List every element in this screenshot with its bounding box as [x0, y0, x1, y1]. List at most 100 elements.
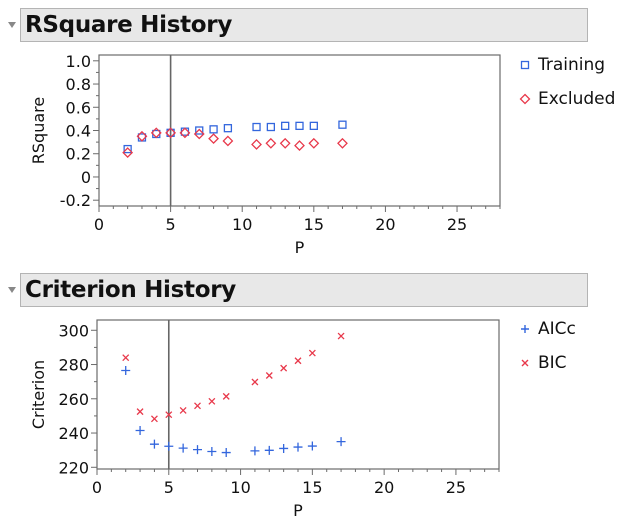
- data-point[interactable]: [279, 137, 291, 149]
- x-tick-label: 0: [94, 215, 104, 234]
- rsquare-history-title[interactable]: RSquare History: [20, 8, 588, 42]
- y-tick-label: 0.4: [66, 122, 91, 141]
- y-tick-label: 0.8: [66, 75, 91, 94]
- data-point[interactable]: [279, 443, 289, 453]
- data-point[interactable]: [223, 124, 233, 133]
- data-point[interactable]: [252, 122, 261, 132]
- x-tick-label: 0: [92, 478, 102, 497]
- data-point[interactable]: [193, 128, 205, 140]
- data-point[interactable]: [294, 357, 302, 365]
- criterion-history-chart: 0 5 10 15 20 25 P 220 240 260 280 300 Criterion: [29, 319, 500, 520]
- data-point[interactable]: [123, 144, 132, 154]
- x-axis-label: P: [295, 238, 305, 257]
- data-point[interactable]: [122, 354, 130, 362]
- data-point[interactable]: [337, 332, 345, 340]
- data-point[interactable]: [281, 121, 290, 131]
- x-tick-label: 10: [232, 215, 252, 234]
- diamond-marker-icon: [518, 93, 532, 105]
- x-marker-icon: [518, 358, 532, 368]
- data-point[interactable]: [336, 437, 346, 447]
- data-point[interactable]: [150, 415, 158, 423]
- rsquare-history-header: RSquare History: [8, 8, 588, 42]
- y-tick-label: 280: [58, 356, 89, 375]
- data-point[interactable]: [136, 408, 144, 416]
- y-tick-label: 240: [58, 424, 89, 443]
- data-point[interactable]: [165, 411, 173, 419]
- data-point[interactable]: [208, 397, 216, 405]
- data-point[interactable]: [251, 139, 262, 150]
- data-point[interactable]: [136, 130, 148, 142]
- data-point[interactable]: [309, 121, 318, 131]
- data-point[interactable]: [221, 448, 231, 458]
- data-point[interactable]: [121, 366, 131, 376]
- data-point[interactable]: [195, 126, 204, 135]
- disclosure-triangle-icon[interactable]: [8, 22, 16, 28]
- data-point[interactable]: [222, 135, 234, 147]
- data-point[interactable]: [280, 364, 288, 372]
- x-tick-label: 15: [302, 478, 322, 497]
- data-point[interactable]: [264, 445, 274, 455]
- data-point[interactable]: [122, 147, 134, 158]
- y-tick-label: 260: [58, 390, 89, 409]
- plus-marker-icon: [518, 324, 532, 334]
- y-axis-label: RSquare: [29, 97, 48, 164]
- criterion-history-title[interactable]: Criterion History: [20, 273, 588, 307]
- x-tick-label: 5: [166, 215, 176, 234]
- data-point[interactable]: [164, 441, 174, 451]
- y-tick-label: 0.2: [66, 145, 91, 164]
- x-axis-label: P: [293, 501, 303, 520]
- series-aicc: [121, 366, 346, 458]
- data-point[interactable]: [222, 392, 230, 400]
- square-marker-icon: [518, 60, 532, 70]
- legend-item-bic[interactable]: BIC: [518, 346, 576, 380]
- disclosure-triangle-icon[interactable]: [8, 287, 16, 293]
- data-point[interactable]: [251, 378, 259, 386]
- data-point[interactable]: [265, 137, 277, 149]
- data-point[interactable]: [295, 121, 304, 131]
- data-point[interactable]: [307, 441, 317, 451]
- data-point[interactable]: [135, 425, 145, 435]
- data-point[interactable]: [207, 447, 217, 457]
- x-tick-label: 15: [304, 215, 324, 234]
- data-point[interactable]: [149, 439, 159, 449]
- data-point[interactable]: [165, 127, 177, 139]
- y-tick-label: 220: [58, 458, 89, 477]
- data-point[interactable]: [178, 443, 188, 453]
- y-tick-label: 0.6: [66, 98, 91, 117]
- x-tick-label: 25: [447, 215, 467, 234]
- data-point[interactable]: [266, 122, 276, 132]
- x-tick-label: 5: [164, 478, 174, 497]
- y-tick-label: -0.2: [60, 191, 91, 210]
- y-axis-label: Criterion: [29, 360, 48, 429]
- x-tick-label: 25: [446, 478, 466, 497]
- legend-item-training[interactable]: Training: [518, 48, 615, 82]
- data-point[interactable]: [265, 372, 273, 379]
- y-tick-label: 1.0: [66, 52, 91, 71]
- series-excluded: [122, 127, 348, 158]
- data-point[interactable]: [294, 140, 305, 152]
- plot-frame: [98, 54, 501, 207]
- y-tick-label: 300: [58, 321, 89, 340]
- x-tick-label: 10: [230, 478, 250, 497]
- x-tick-label: 20: [374, 478, 394, 497]
- data-point[interactable]: [150, 127, 162, 139]
- data-point[interactable]: [179, 406, 187, 414]
- data-point[interactable]: [293, 442, 303, 452]
- data-point[interactable]: [338, 120, 347, 129]
- y-tick-label: 0: [81, 168, 91, 187]
- data-point[interactable]: [308, 349, 316, 357]
- legend-item-aicc[interactable]: AICc: [518, 312, 576, 346]
- data-point[interactable]: [250, 446, 260, 456]
- data-point[interactable]: [193, 445, 202, 455]
- data-point[interactable]: [308, 137, 320, 149]
- data-point[interactable]: [166, 128, 175, 137]
- criterion-history-header: Criterion History: [8, 273, 588, 307]
- data-point[interactable]: [208, 133, 219, 145]
- x-tick-label: 20: [375, 215, 395, 234]
- data-point[interactable]: [194, 402, 201, 410]
- data-point[interactable]: [337, 137, 348, 149]
- data-point[interactable]: [209, 125, 218, 134]
- data-point[interactable]: [179, 127, 191, 139]
- legend-item-excluded[interactable]: Excluded: [518, 82, 615, 116]
